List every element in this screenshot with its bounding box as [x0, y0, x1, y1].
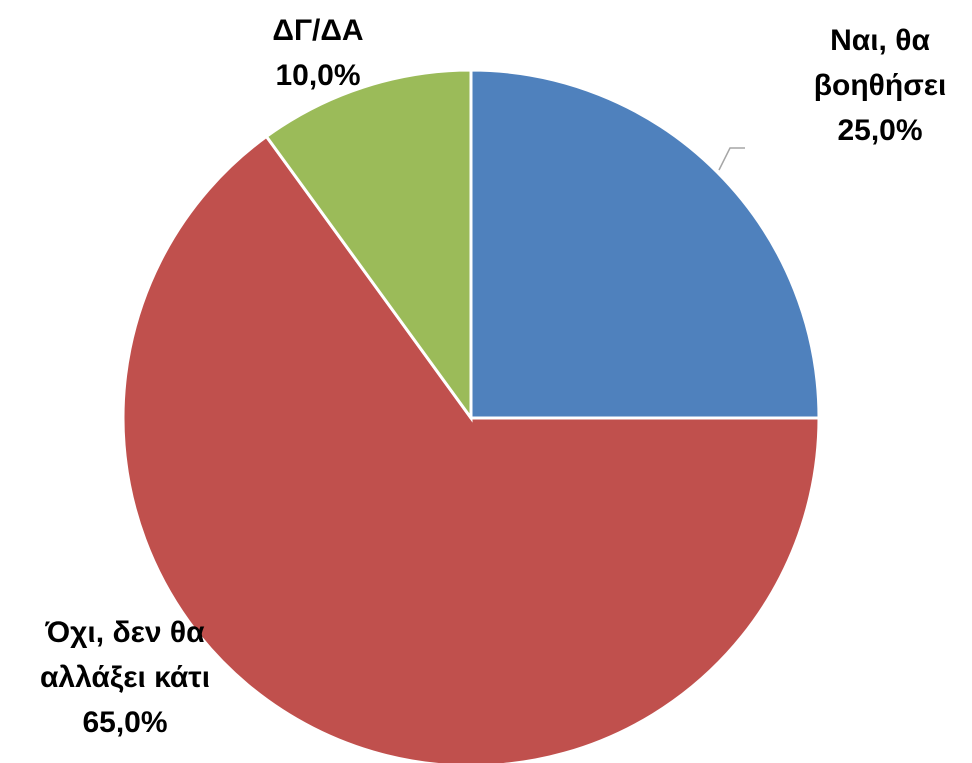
data-label: Ναι, θα βοηθήσει 25,0% — [785, 18, 972, 153]
data-label: ΔΓ/ΔΑ 10,0% — [243, 8, 393, 98]
leader-line — [718, 147, 745, 171]
value-label: 10,0% — [275, 59, 361, 92]
category-label: Όχι, δεν θα αλλάξει κάτι — [39, 616, 211, 694]
value-label: 65,0% — [82, 706, 168, 739]
category-label: ΔΓ/ΔΑ — [272, 14, 364, 47]
value-label: 25,0% — [837, 114, 923, 147]
data-label: Όχι, δεν θα αλλάξει κάτι 65,0% — [0, 610, 250, 745]
pie-slice — [121, 134, 821, 763]
category-label: Ναι, θα βοηθήσει — [813, 24, 947, 102]
pie-slice — [264, 68, 473, 423]
pie-slice — [469, 68, 821, 420]
